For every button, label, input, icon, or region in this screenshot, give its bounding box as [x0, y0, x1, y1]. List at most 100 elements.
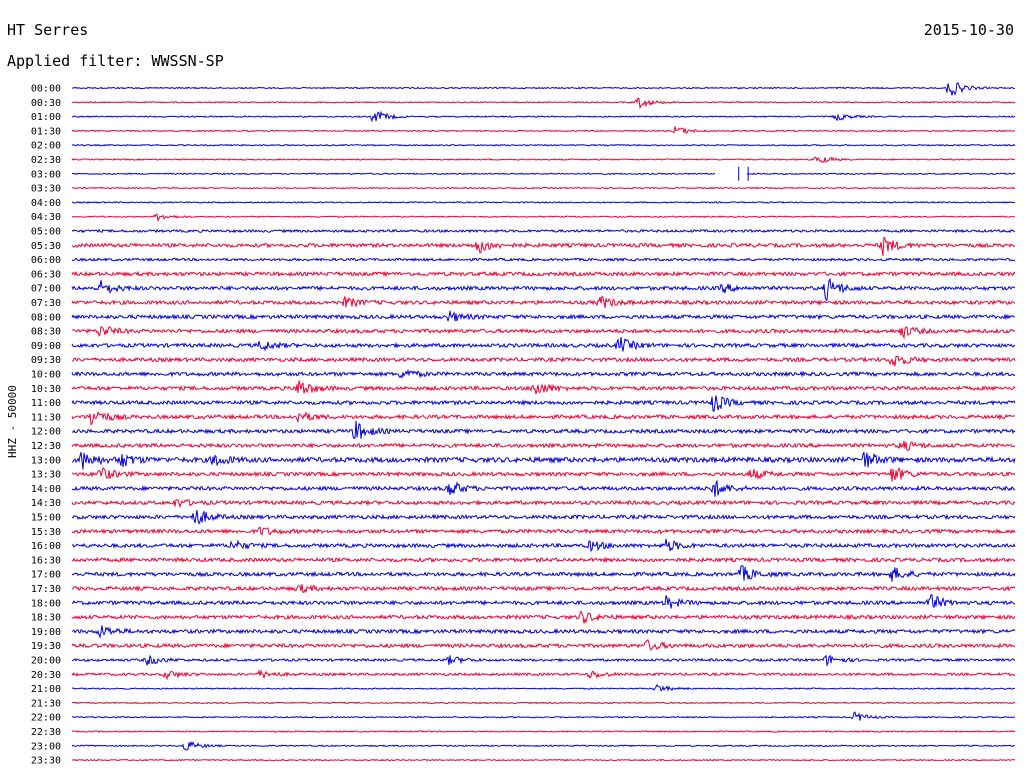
time-label: 12:00 [31, 427, 61, 438]
time-label: 05:30 [31, 241, 61, 252]
time-label: 07:00 [31, 284, 61, 295]
trace-line [71, 295, 1016, 308]
time-label: 16:00 [31, 541, 61, 552]
time-label: 08:30 [31, 327, 61, 338]
trace-line [71, 97, 1016, 110]
trace-line [71, 499, 1016, 509]
trace-line [71, 270, 1016, 278]
station-name: HT Serres [7, 21, 89, 39]
trace-line [72, 355, 1016, 367]
trace-line [71, 526, 1016, 536]
trace-line [71, 625, 1016, 639]
trace-line [71, 730, 1016, 733]
time-label: 03:30 [31, 184, 61, 195]
trace-line [71, 441, 1016, 451]
trace-line [71, 156, 1016, 163]
time-label: 14:00 [31, 484, 61, 495]
time-label: 22:30 [31, 727, 61, 738]
trace-line [71, 480, 1015, 497]
time-label: 08:00 [31, 312, 61, 323]
trace-line [71, 451, 1016, 470]
trace-line [71, 82, 1015, 96]
trace-line [71, 509, 1016, 525]
time-label: 06:00 [31, 255, 61, 266]
time-label: 22:00 [31, 713, 61, 724]
time-label: 02:30 [31, 155, 61, 166]
time-label: 21:30 [31, 698, 61, 709]
trace-line [71, 594, 1016, 609]
trace-line [71, 565, 1016, 582]
time-label: 09:00 [31, 341, 61, 352]
time-label: 04:30 [31, 212, 61, 223]
time-label: 17:30 [31, 584, 61, 595]
trace-line [71, 758, 1016, 762]
time-label: 15:00 [31, 513, 61, 524]
time-label: 06:30 [31, 269, 61, 280]
time-label: 02:00 [31, 141, 61, 152]
trace-line [71, 110, 1016, 123]
trace-line [71, 411, 1016, 425]
time-label: 09:30 [31, 355, 61, 366]
trace-line [71, 420, 1016, 440]
trace-line [71, 380, 1016, 395]
trace-line [71, 213, 1016, 223]
trace-line [71, 325, 1016, 340]
time-label: 13:30 [31, 470, 61, 481]
time-label: 18:00 [31, 598, 61, 609]
trace-line [71, 701, 1016, 705]
time-label: 18:30 [31, 613, 61, 624]
time-label: 14:30 [31, 498, 61, 509]
time-label: 15:30 [31, 527, 61, 538]
trace-line [71, 741, 1016, 751]
trace-line [71, 556, 1016, 564]
time-label: 10:30 [31, 384, 61, 395]
time-label: 19:30 [31, 641, 61, 652]
time-label: 13:00 [31, 455, 61, 466]
time-label: 23:30 [31, 756, 61, 767]
trace-line [71, 337, 1016, 352]
trace-line [71, 368, 1016, 379]
trace-line [71, 310, 1016, 322]
trace-line [71, 583, 1016, 594]
trace-line [71, 172, 1016, 176]
trace-line [71, 711, 1016, 721]
time-label: 07:30 [31, 298, 61, 309]
seismic-traces [71, 82, 1016, 762]
time-label: 12:30 [31, 441, 61, 452]
trace-line [71, 228, 1016, 234]
trace-line [71, 683, 1016, 692]
time-label: 23:00 [31, 741, 61, 752]
time-label: 00:00 [31, 84, 61, 95]
time-label: 20:30 [31, 670, 61, 681]
trace-line [71, 201, 1016, 204]
trace-line [71, 236, 1016, 256]
record-date: 2015-10-30 [923, 21, 1014, 39]
time-label: 00:30 [31, 98, 61, 109]
time-label: 16:30 [31, 555, 61, 566]
trace-line [71, 126, 1016, 134]
time-label: 17:00 [31, 570, 61, 581]
time-label: 21:00 [31, 684, 61, 695]
trace-line [71, 143, 1016, 147]
trace-line [71, 669, 1016, 681]
trace-line [72, 538, 1016, 553]
time-label: 01:00 [31, 112, 61, 123]
time-label: 01:30 [31, 126, 61, 137]
time-label: 04:00 [31, 198, 61, 209]
trace-line [71, 654, 1016, 667]
time-label: 03:00 [31, 169, 61, 180]
trace-line [71, 610, 1016, 624]
time-label: 10:00 [31, 370, 61, 381]
trace-line [71, 395, 1016, 412]
time-label: 11:30 [31, 412, 61, 423]
trace-line [71, 277, 1015, 302]
trace-line [71, 466, 1016, 482]
time-label: 19:00 [31, 627, 61, 638]
trace-line [71, 186, 1016, 190]
time-label: 11:00 [31, 398, 61, 409]
time-label: 20:00 [31, 656, 61, 667]
applied-filter: Applied filter: WWSSN-SP [7, 52, 224, 70]
trace-line [71, 257, 1016, 263]
trace-line [71, 639, 1015, 651]
